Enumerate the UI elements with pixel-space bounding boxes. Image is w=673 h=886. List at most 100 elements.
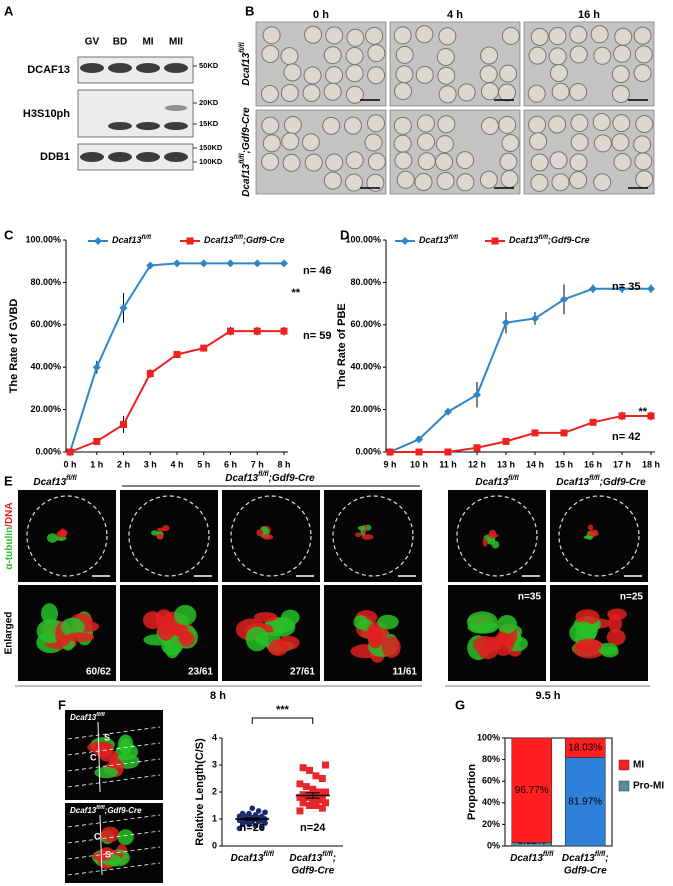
oocyte [614, 27, 633, 46]
x-tick-label: 1 h [90, 459, 103, 469]
data-marker [502, 318, 510, 327]
text-part: Dcaf13 [33, 477, 66, 488]
data-marker [253, 327, 261, 335]
series-line [389, 287, 651, 453]
data-marker [253, 259, 262, 268]
staining [262, 534, 274, 540]
y-tick-label: 100.00% [345, 234, 381, 244]
row-label: Enlarged [4, 612, 15, 655]
legend-marker [401, 237, 409, 245]
stain-label: α-tubulin/DNA [4, 502, 15, 569]
x-tick-label: 4 h [170, 459, 183, 469]
annotation: ** [638, 406, 647, 418]
oocyte [530, 173, 549, 192]
blot-band [136, 63, 160, 73]
data-marker [502, 437, 510, 445]
text-part: /DNA [4, 502, 15, 526]
text-part: Dcaf13 [204, 235, 234, 245]
oocyte [501, 134, 520, 153]
measure-line [67, 814, 161, 828]
oocyte [323, 82, 342, 101]
x-tick-label: Dcaf13fl/fl; Gdf9-Cre [289, 851, 336, 876]
staining [162, 525, 170, 532]
oocyte [345, 85, 364, 104]
oocyte [498, 83, 517, 102]
oocyte [590, 25, 609, 44]
panel-letter: C [4, 227, 14, 242]
micrograph [65, 803, 163, 883]
data-marker [322, 788, 330, 796]
data-marker [322, 761, 330, 769]
staining [367, 625, 383, 649]
data-marker [415, 435, 423, 444]
staining [41, 603, 59, 624]
genotype-label: Dcaf13fl/fl;Gdf9-Cre [225, 471, 315, 483]
data-marker [236, 825, 243, 832]
blot-band [108, 122, 132, 130]
oocyte [416, 114, 435, 133]
y-tick-label: 80.00% [30, 277, 61, 287]
text-part: Dcaf13 [225, 473, 258, 484]
legend-label: MI [633, 760, 644, 771]
panel-letter: F [58, 697, 66, 712]
data-marker [309, 785, 317, 793]
oocyte [611, 65, 630, 84]
oocyte [457, 83, 476, 102]
staining [497, 614, 518, 634]
annotation: n= 35 [612, 281, 640, 293]
panel-letter: B [245, 3, 254, 18]
measure-line [97, 721, 101, 793]
text-part: ; [241, 150, 252, 153]
y-axis-title: Relative Length(C/S) [194, 738, 206, 846]
oocyte [367, 152, 386, 171]
text-part: α-tubulin [4, 527, 15, 570]
oocyte [261, 116, 280, 135]
count-label: n=35 [518, 592, 542, 603]
staining [100, 826, 120, 843]
blot-band [80, 152, 104, 162]
text-part: Dcaf13 [241, 163, 252, 196]
x-tick-label: 8 h [277, 459, 290, 469]
measure-label: C [94, 831, 101, 841]
measure-line [99, 814, 103, 876]
annotation: n=26 [240, 822, 265, 834]
x-tick-label: 18 h [642, 459, 660, 469]
oocyte-outline [26, 495, 108, 577]
data-marker [302, 783, 310, 791]
data-marker [306, 766, 314, 774]
data-marker [227, 327, 234, 335]
oocyte [592, 113, 611, 132]
oocyte [551, 82, 570, 101]
blot-band [136, 152, 160, 162]
oocyte [325, 26, 344, 45]
oocyte [530, 153, 549, 172]
oocyte [456, 173, 475, 192]
oocyte [501, 26, 520, 45]
x-tick-label: Dcaf13fl/fl [231, 851, 275, 863]
staining [355, 532, 362, 538]
oocyte [570, 133, 589, 152]
text-part: fl/fl [595, 851, 607, 858]
data-marker [415, 448, 423, 456]
staining [178, 631, 195, 647]
value-label: 81.97% [568, 796, 602, 807]
staining [117, 829, 134, 846]
text-part: fl/fl [142, 234, 152, 241]
staining [353, 615, 368, 629]
data-marker [444, 448, 452, 456]
text-part: fl/fl [239, 152, 246, 164]
text-part: Dcaf13 [241, 52, 252, 85]
oocyte [260, 84, 279, 103]
y-tick-label: 80.00% [350, 277, 381, 287]
x-tick-label: 9 h [383, 459, 396, 469]
data-marker [299, 791, 307, 799]
annotation: n= 46 [303, 265, 331, 277]
oocyte [303, 66, 322, 85]
oocyte [364, 133, 383, 152]
y-tick-label: 0.00% [35, 446, 61, 456]
staining [254, 612, 278, 623]
x-tick-label: 7 h [251, 459, 264, 469]
oocyte [635, 114, 654, 133]
data-marker [255, 808, 262, 814]
x-tick-label: 10 h [410, 459, 428, 469]
